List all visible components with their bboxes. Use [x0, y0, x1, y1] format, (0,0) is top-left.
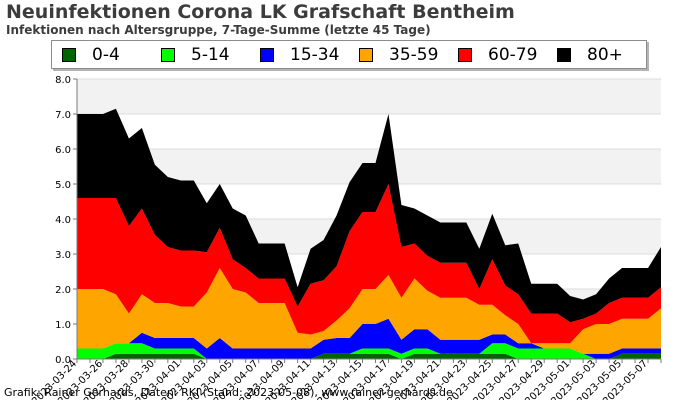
y-tick-label: 8.0	[55, 75, 71, 86]
legend-label: 15-34	[290, 44, 340, 65]
legend-item-60-79: 60-79	[448, 45, 547, 65]
legend-label: 35-59	[389, 44, 439, 65]
legend-item-0-4: 0-4	[52, 45, 151, 65]
area-series-15-34	[77, 318, 661, 359]
chart-legend: 0-4 5-14 15-34 35-59 60-79 80+	[51, 40, 647, 69]
legend-label: 5-14	[191, 44, 230, 65]
y-tick-label: 1.0	[55, 320, 71, 331]
y-tick-label: 0.0	[55, 355, 71, 366]
legend-swatch	[557, 47, 571, 62]
y-tick-label: 7.0	[55, 110, 71, 121]
y-tick-label: 6.0	[55, 145, 71, 156]
y-tick-label: 4.0	[55, 215, 71, 226]
legend-item-35-59: 35-59	[349, 45, 448, 65]
grid-band	[77, 114, 661, 149]
legend-item-5-14: 5-14	[151, 45, 250, 65]
legend-swatch	[161, 47, 175, 62]
legend-label: 60-79	[488, 44, 538, 65]
legend-swatch	[359, 47, 373, 62]
area-series-35-59	[77, 268, 661, 354]
legend-swatch	[458, 47, 472, 62]
y-tick-label: 5.0	[55, 180, 71, 191]
legend-label: 0-4	[92, 44, 120, 65]
y-tick-label: 3.0	[55, 250, 71, 261]
grid-band	[77, 79, 661, 114]
chart-footer-credit: Grafik: Rainer Gerhards, Daten: RKI (Sta…	[4, 386, 453, 399]
legend-item-80+: 80+	[547, 45, 646, 65]
area-series-60-79	[77, 184, 661, 344]
legend-item-15-34: 15-34	[250, 45, 349, 65]
chart-subtitle: Infektionen nach Altersgruppe, 7-Tage-Su…	[6, 23, 431, 37]
legend-label: 80+	[587, 44, 623, 65]
chart-title: Neuinfektionen Corona LK Grafschaft Bent…	[6, 1, 515, 23]
area-series-80+	[77, 108, 661, 323]
legend-swatch	[62, 47, 76, 62]
y-tick-label: 2.0	[55, 285, 71, 296]
legend-swatch	[260, 47, 274, 62]
